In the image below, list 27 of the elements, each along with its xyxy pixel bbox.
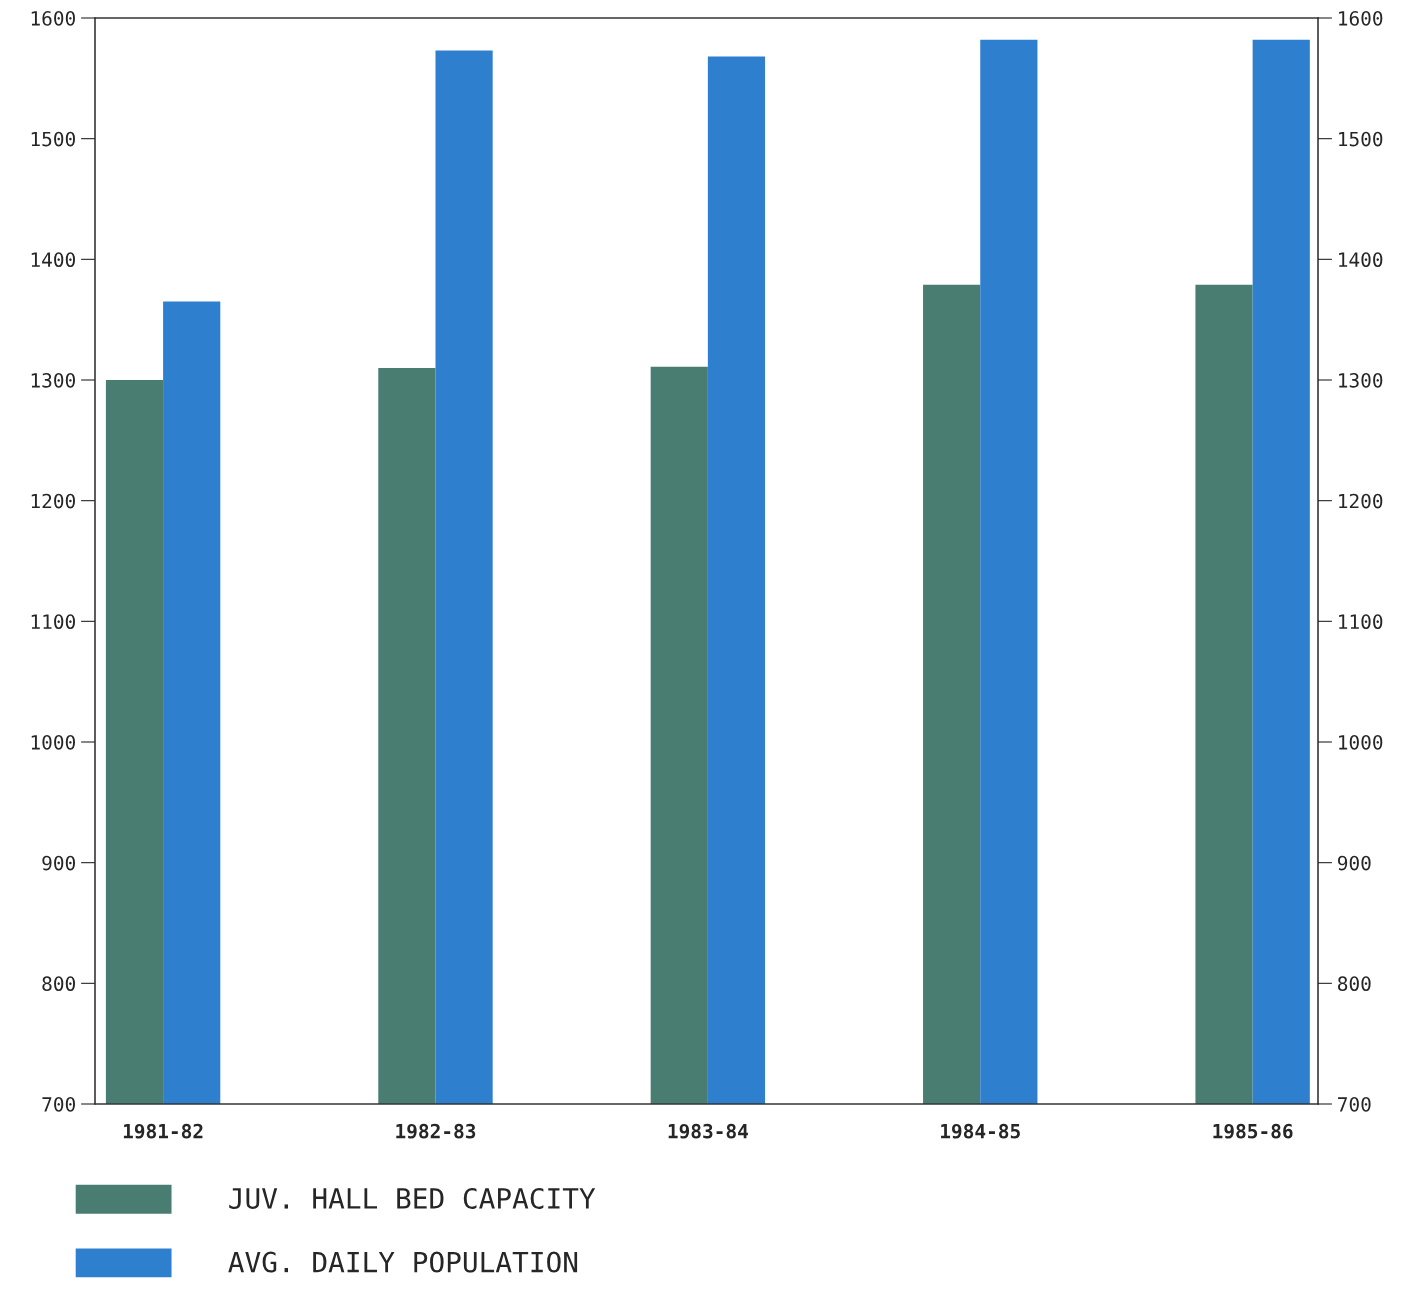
y-tick-label: 1000 <box>31 735 75 750</box>
y2-tick-label: 1600 <box>1339 11 1383 26</box>
y-tick-label: 900 <box>42 855 75 871</box>
y-tick-label: 1500 <box>31 131 75 147</box>
y2-tick-label: 1000 <box>1339 735 1383 750</box>
y2-tick-label: 700 <box>1338 1097 1371 1112</box>
y2-tick-label: 800 <box>1337 976 1371 992</box>
x-tick-label: 1985-86 <box>1213 1123 1293 1139</box>
y2-tick-label: 1500 <box>1339 131 1383 147</box>
y2-tick-label: 1300 <box>1339 373 1383 388</box>
legend-label: AVG. DAILY POPULATION <box>228 1251 578 1273</box>
x-tick-label: 1982-83 <box>396 1123 476 1139</box>
y2-tick-label: 1200 <box>1339 493 1383 509</box>
y-tick-label: 800 <box>42 976 75 992</box>
y-tick-label: 1600 <box>31 11 75 26</box>
y2-tick-label: 900 <box>1337 855 1371 871</box>
x-tick-label: 1981-82 <box>123 1123 203 1139</box>
y-tick-label: 1100 <box>31 614 75 630</box>
y-tick-label: 1400 <box>31 252 75 268</box>
x-tick-label: 1984-85 <box>941 1123 1020 1139</box>
y-tick-label: 1200 <box>31 493 75 509</box>
y-tick-label: 700 <box>42 1097 75 1112</box>
x-tick-label: 1983-84 <box>668 1123 748 1139</box>
y2-tick-label: 1400 <box>1339 252 1383 268</box>
y2-tick-label: 1100 <box>1339 614 1383 630</box>
legend-label: JUV. HALL BED CAPACITY <box>229 1187 596 1209</box>
y-tick-label: 1300 <box>31 373 75 388</box>
